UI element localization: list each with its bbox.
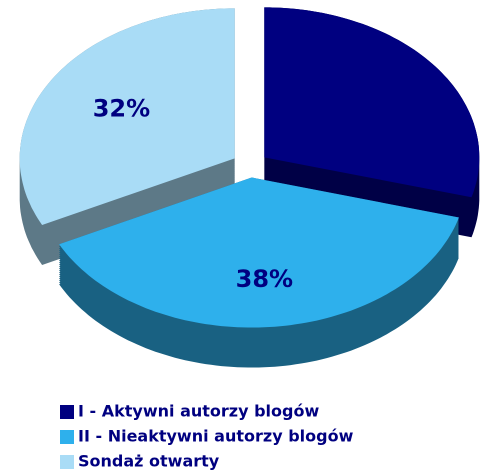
legend-swatch [60, 455, 74, 469]
legend-swatch [60, 430, 74, 444]
pie-slice [264, 7, 480, 198]
pie-slice [19, 8, 235, 226]
legend-label: I - Aktywni autorzy blogów [78, 402, 319, 421]
data-label: 29% [342, 86, 399, 114]
legend-swatch [60, 405, 74, 419]
legend-label: Sondaż otwarty [78, 452, 220, 471]
data-label: 32% [93, 94, 150, 122]
pie-slice [59, 177, 459, 328]
legend-label: II - Nieaktywni autorzy blogów [78, 427, 354, 446]
data-label: 38% [236, 265, 293, 293]
